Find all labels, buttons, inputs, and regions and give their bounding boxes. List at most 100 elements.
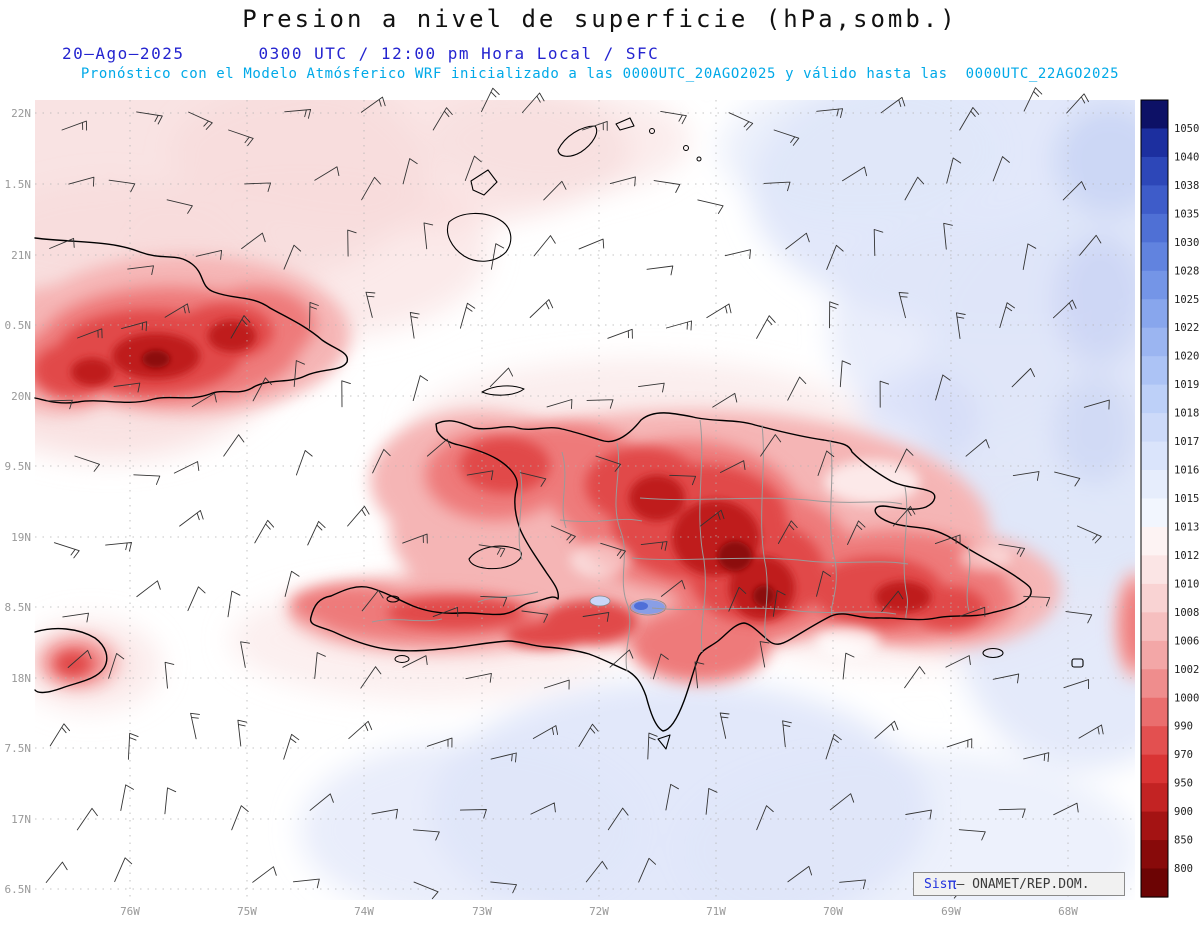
colorbar-tick-label: 1015 xyxy=(1174,493,1199,505)
wind-barb xyxy=(728,586,747,612)
wind-barb xyxy=(195,249,223,260)
wind-barb xyxy=(1053,802,1079,816)
wind-barb xyxy=(881,590,904,612)
wind-barb xyxy=(582,120,608,131)
wind-barb xyxy=(348,720,373,740)
wind-barb xyxy=(61,120,88,131)
wind-barb xyxy=(365,291,376,318)
colorbar-tick-label: 900 xyxy=(1174,806,1193,818)
island-gonave xyxy=(468,545,522,570)
wind-barb xyxy=(829,793,855,811)
wind-barb xyxy=(839,360,851,388)
lat-tick-label: 19N xyxy=(11,531,31,544)
colorbar-segment xyxy=(1141,356,1168,386)
colorbar-segment xyxy=(1141,156,1168,186)
wind-barb xyxy=(76,807,98,831)
wind-barb xyxy=(481,87,500,113)
wind-barb xyxy=(782,720,792,748)
wind-barb xyxy=(252,377,272,402)
model-info-line: Pronóstico con el Modelo Atmósferico WRF… xyxy=(80,66,1120,82)
island-caicos xyxy=(557,125,598,157)
lat-tick-label: 0.5N xyxy=(5,319,32,332)
colorbar-segment xyxy=(1141,327,1168,357)
wind-barb xyxy=(829,301,839,329)
wind-barb xyxy=(904,176,925,201)
wind-barb xyxy=(785,232,810,250)
wind-barb xyxy=(49,237,75,249)
wind-barb xyxy=(49,723,71,747)
spacer xyxy=(184,44,258,63)
island-great-inagua xyxy=(446,212,512,262)
wind-barb xyxy=(402,158,418,185)
wind-barb xyxy=(521,92,545,113)
wind-barb xyxy=(490,752,517,763)
wind-barb xyxy=(825,733,842,760)
wind-barb xyxy=(934,534,961,545)
wind-barb xyxy=(164,303,190,318)
island-turks-1 xyxy=(649,128,655,134)
wind-barb xyxy=(1054,471,1081,487)
wind-barb xyxy=(459,809,487,819)
wind-barb xyxy=(53,542,80,559)
wind-barb xyxy=(898,292,909,319)
wind-barb xyxy=(361,589,384,612)
wind-barb xyxy=(763,181,791,192)
wind-barb xyxy=(609,649,634,668)
colorbar-segment xyxy=(1141,726,1168,756)
colorbar-tick-label: 1002 xyxy=(1174,664,1199,676)
wind-barb xyxy=(164,787,177,815)
wind-barb xyxy=(464,155,482,181)
wind-barb xyxy=(586,399,614,409)
colorbar-tick-label: 950 xyxy=(1174,778,1193,790)
colorbar-tick-label: 990 xyxy=(1174,721,1193,733)
colorbar-tick-label: 1020 xyxy=(1174,351,1199,363)
pi-symbol: π xyxy=(947,874,957,893)
wind-barb xyxy=(127,732,139,760)
wind-barb xyxy=(478,544,506,558)
wind-barb xyxy=(489,367,514,388)
colorbar-segment xyxy=(1141,384,1168,414)
coastline-hispaniola xyxy=(309,412,1032,732)
lon-tick-label: 72W xyxy=(589,905,609,918)
lat-tick-label: 20N xyxy=(11,390,31,403)
colorbar-tick-label: 800 xyxy=(1174,863,1193,875)
wind-barb xyxy=(283,733,300,760)
colorbar-tick-label: 1050 xyxy=(1174,123,1199,135)
wind-barb xyxy=(600,542,626,559)
lon-tick-label: 73W xyxy=(472,905,492,918)
colorbar-tick-label: 1012 xyxy=(1174,550,1199,562)
wind-barb xyxy=(998,543,1026,557)
wind-barb xyxy=(905,809,932,820)
wind-barb xyxy=(1012,471,1040,481)
wind-barb xyxy=(609,176,636,187)
wind-barb xyxy=(164,661,175,689)
wind-barb xyxy=(105,542,132,552)
province-borders xyxy=(371,419,971,672)
colorbar-tick-label: 1010 xyxy=(1174,578,1199,590)
colorbar-segment xyxy=(1141,612,1168,642)
colorbar-segment xyxy=(1141,754,1168,784)
wind-barb xyxy=(946,157,962,184)
wind-barb xyxy=(231,805,249,831)
colorbar-tick-label: 1022 xyxy=(1174,322,1199,334)
lake-enriquillo-region xyxy=(589,595,667,616)
wind-barb xyxy=(530,802,556,815)
wind-barb xyxy=(653,180,681,193)
colorbar-tick-label: 1035 xyxy=(1174,208,1199,220)
wind-barb xyxy=(958,829,986,841)
wind-barb xyxy=(62,612,89,623)
wind-barb xyxy=(254,519,275,544)
wind-barb xyxy=(136,111,163,125)
date-label: 20—Ago—2025 xyxy=(62,44,185,63)
lat-tick-label: 8.5N xyxy=(5,601,32,614)
wind-barb xyxy=(585,860,608,883)
wind-barb xyxy=(652,653,669,680)
lon-tick-label: 76W xyxy=(120,905,140,918)
wind-barb xyxy=(955,312,966,339)
wind-barb xyxy=(607,328,633,339)
axis-labels: 22N 1.5N 21N 0.5N 20N 9.5N 19N 8.5N 18N 7.5N 17N 6.… xyxy=(5,107,1079,918)
wind-barb xyxy=(283,244,302,270)
wind-barb xyxy=(880,96,906,114)
lon-tick-label: 68W xyxy=(1058,905,1078,918)
